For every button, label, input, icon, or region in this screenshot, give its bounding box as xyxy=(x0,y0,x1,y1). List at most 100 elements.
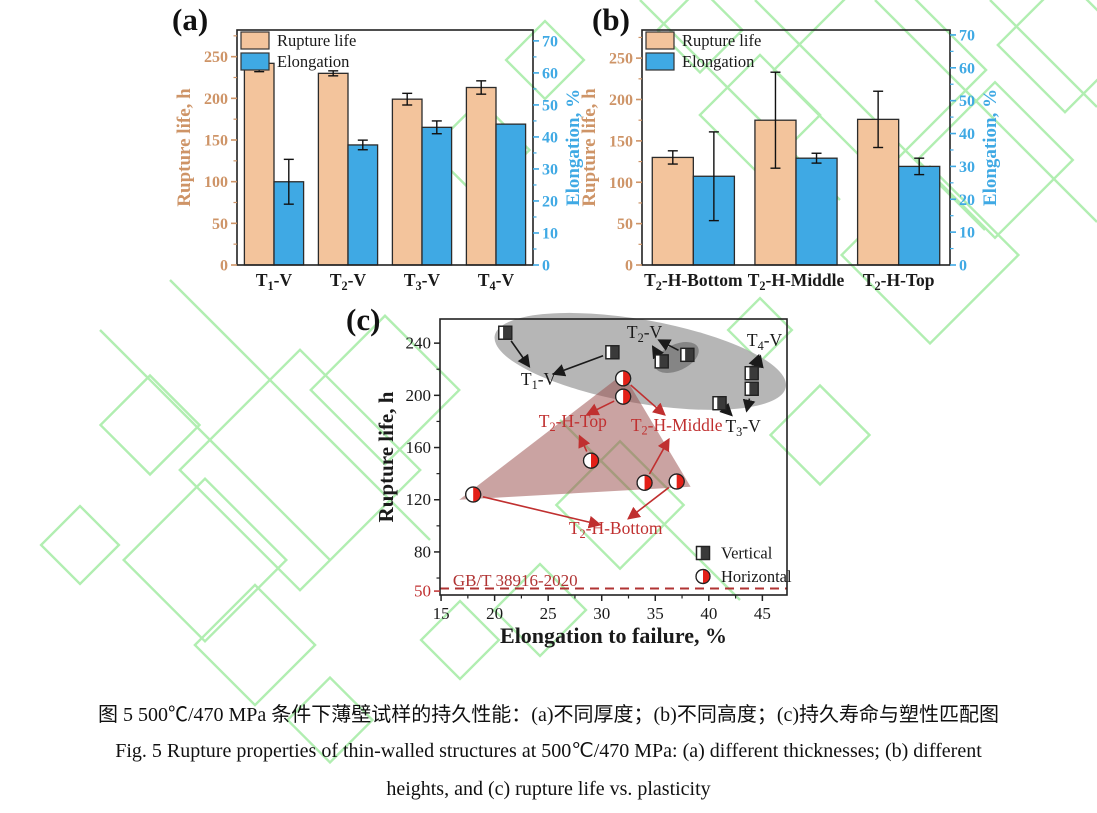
bar-elongation xyxy=(273,181,305,266)
bar-elongation xyxy=(795,157,838,266)
x-tick-label: 30 xyxy=(593,604,610,623)
bar-elongation xyxy=(898,165,941,266)
annotation-arrow xyxy=(510,340,531,368)
x-tick-label: 15 xyxy=(433,604,450,623)
svg-text:70: 70 xyxy=(959,27,975,44)
x-tick-label: 20 xyxy=(486,604,503,623)
svg-text:0: 0 xyxy=(625,258,633,275)
svg-text:0: 0 xyxy=(959,258,967,275)
plot-frame xyxy=(236,29,534,266)
svg-text:30: 30 xyxy=(542,161,558,178)
legend: Rupture life Elongation xyxy=(240,31,356,71)
bar-rupture-life xyxy=(651,156,694,266)
annotation-label: T2-H-Middle xyxy=(631,415,723,438)
left-axis-label: Rupture life, h xyxy=(579,88,600,207)
reference-line-label: GB/T 38916-2020 xyxy=(453,571,578,590)
caption-english-2: heights, and (c) rupture life vs. plasti… xyxy=(386,778,711,800)
x-tick-label: 35 xyxy=(647,604,664,623)
annotation-arrow xyxy=(719,402,733,417)
annotation-label: T2-V xyxy=(627,322,663,345)
svg-text:50: 50 xyxy=(542,97,558,114)
category-label: T3-V xyxy=(404,270,441,293)
svg-text:100: 100 xyxy=(609,175,633,192)
svg-text:40: 40 xyxy=(959,126,975,143)
plot-frame xyxy=(439,318,788,596)
x-tick-label: 45 xyxy=(754,604,771,623)
figure-canvas: T1-V T2-V T3-V T4-V050100150200250010203040… xyxy=(174,27,1001,648)
svg-text:150: 150 xyxy=(609,133,633,150)
category-label: T4-V xyxy=(478,270,515,293)
x-tick-label: 25 xyxy=(540,604,557,623)
svg-text:20: 20 xyxy=(542,193,558,210)
annotation-label: T2-H-Bottom xyxy=(569,518,663,541)
left-axis-label: Rupture life, h xyxy=(174,88,195,207)
svg-text:150: 150 xyxy=(204,133,228,150)
svg-text:0: 0 xyxy=(542,258,550,275)
annotation-arrow xyxy=(578,434,591,452)
panel-c-label: (c) xyxy=(346,302,381,337)
y-tick-label: 200 xyxy=(406,386,432,405)
annotation-label: T3-V xyxy=(725,416,761,439)
panel-c: GB/T 38916-2020 T1-V T2-V T4-V T3-V T2-H-Top T… xyxy=(374,312,792,648)
x-tick-label: 40 xyxy=(700,604,717,623)
annotation-arrow xyxy=(552,355,604,377)
right-axis-label: Elongation, % xyxy=(563,89,584,206)
legend-label: Rupture life xyxy=(682,31,761,50)
legend-swatch xyxy=(645,31,675,50)
legend-label: Horizontal xyxy=(721,567,792,586)
bar-rupture-life xyxy=(465,86,497,266)
legend-label: Elongation xyxy=(682,52,754,71)
svg-text:50: 50 xyxy=(617,216,633,233)
plot-frame xyxy=(641,29,951,266)
annotation-label: T1-V xyxy=(521,369,557,392)
right-axis-label: Elongation, % xyxy=(980,89,1001,206)
category-label: T2-V xyxy=(330,270,367,293)
annotation-arrow xyxy=(585,400,615,416)
bar-rupture-life xyxy=(317,72,349,266)
legend: Rupture life Elongation xyxy=(645,31,761,71)
panel-a-label: (a) xyxy=(172,2,209,37)
svg-text:40: 40 xyxy=(542,129,558,146)
svg-text:60: 60 xyxy=(542,65,558,82)
panel-a: T1-V T2-V T3-V T4-V 0 50 100 150 200 250 0 10 20 30 40… xyxy=(174,29,584,293)
caption-english-1: Fig. 5 Rupture properties of thin-walled… xyxy=(115,740,982,762)
caption-chinese: 图 5 500℃/470 MPa 条件下薄壁试样的持久性能：(a)不同厚度；(b… xyxy=(97,704,1000,726)
y-tick-label: 80 xyxy=(414,542,431,561)
svg-text:50: 50 xyxy=(212,216,228,233)
svg-text:10: 10 xyxy=(542,225,558,242)
bar-elongation xyxy=(347,144,379,266)
legend-label: Rupture life xyxy=(277,31,356,50)
svg-text:20: 20 xyxy=(959,192,975,209)
svg-text:100: 100 xyxy=(204,174,228,191)
svg-text:200: 200 xyxy=(204,91,228,108)
svg-text:70: 70 xyxy=(542,33,558,50)
horizontal-cluster-polygon xyxy=(459,373,691,500)
annotation-label: T2-H-Top xyxy=(539,411,607,434)
svg-text:10: 10 xyxy=(959,225,975,242)
panel-b-label: (b) xyxy=(592,2,630,37)
svg-text:200: 200 xyxy=(609,92,633,109)
legend-swatch xyxy=(240,52,270,71)
watermark-shapes xyxy=(39,0,1097,765)
svg-text:60: 60 xyxy=(959,60,975,77)
bar-elongation xyxy=(495,123,527,266)
annotation-arrow xyxy=(742,398,756,413)
panel-b: T2-H-Bottom T2-H-Middle T2-H-Top0501001502… xyxy=(579,27,1001,292)
category-label: T2-H-Top xyxy=(863,270,935,293)
annotation-label: T4-V xyxy=(747,330,783,353)
svg-text:30: 30 xyxy=(959,159,975,176)
annotation-arrow xyxy=(657,339,679,351)
annotation-arrow xyxy=(482,496,602,529)
legend-swatch xyxy=(645,52,675,71)
annotation-arrow xyxy=(627,486,670,520)
svg-text:250: 250 xyxy=(204,49,228,66)
annotation-arrow xyxy=(648,437,670,475)
annotation-arrow xyxy=(630,384,666,416)
category-label: T2-H-Middle xyxy=(748,270,845,293)
svg-text:50: 50 xyxy=(959,93,975,110)
legend-swatch xyxy=(240,31,270,50)
category-label: T2-H-Bottom xyxy=(644,270,743,293)
category-label: T1-V xyxy=(256,270,293,293)
